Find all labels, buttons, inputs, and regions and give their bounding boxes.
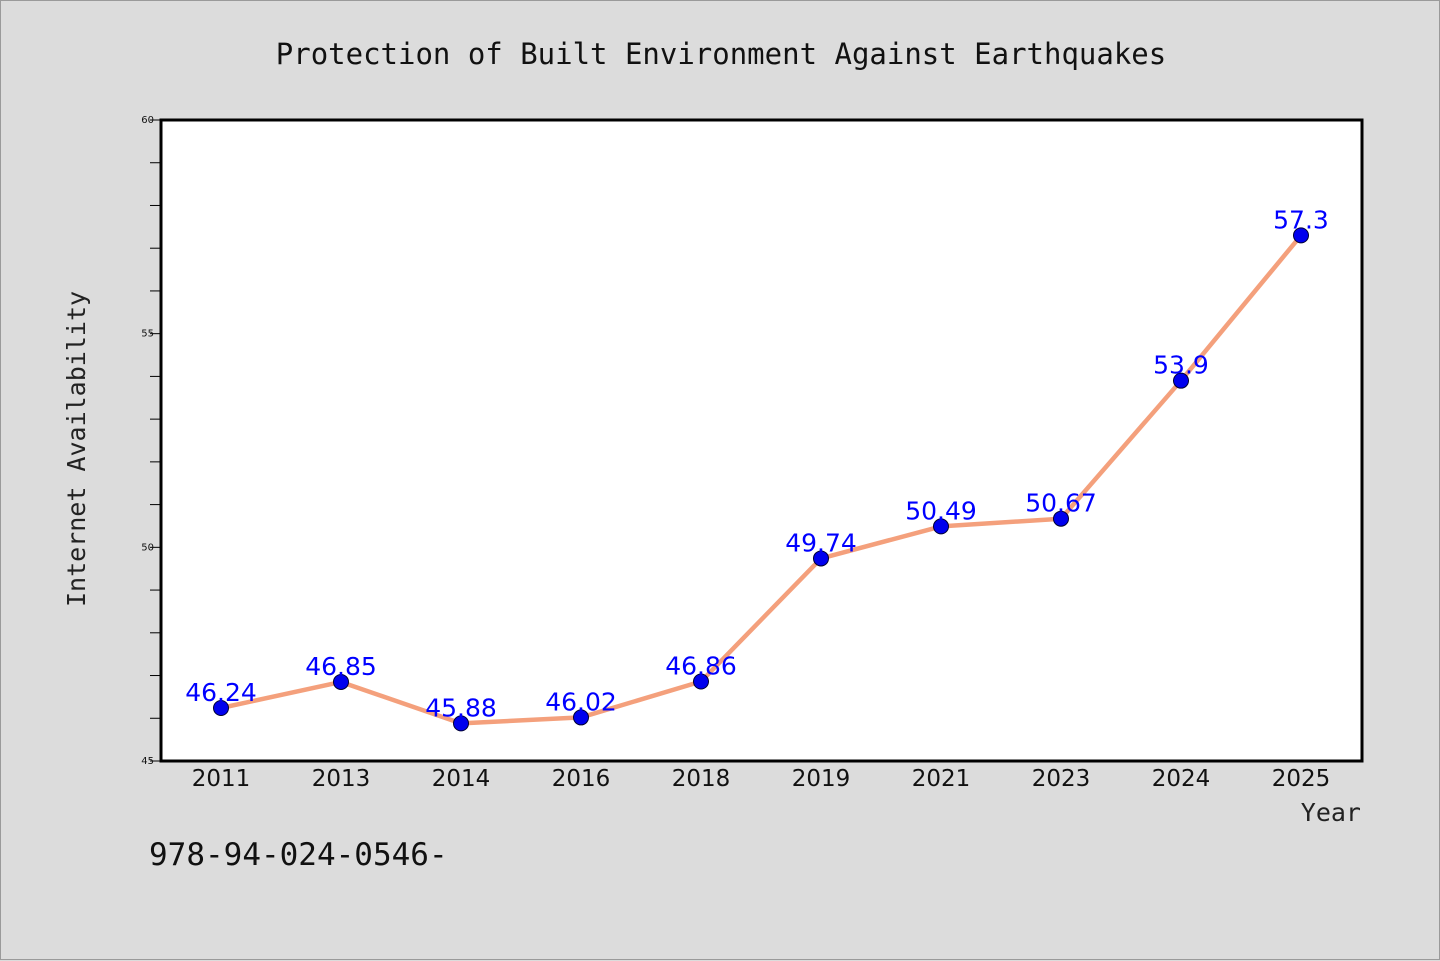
data-labels: 46.24 46.85 45.88 46.02 46.86 49.74 50.49 50.67… xyxy=(185,205,1329,722)
data-label: 45.88 xyxy=(425,693,497,722)
plot-area xyxy=(159,118,1364,763)
footer-code: 978-94-024-0546- xyxy=(149,837,448,873)
data-label: 46.24 xyxy=(185,678,257,707)
y-tick-label: 50 xyxy=(141,542,154,553)
data-point xyxy=(333,673,349,690)
x-tick-label: 2024 xyxy=(1152,766,1211,792)
data-point xyxy=(453,715,469,732)
data-point xyxy=(1293,227,1309,244)
y-axis-label: Internet Availability xyxy=(62,291,91,607)
y-tick-label: 60 xyxy=(141,115,154,126)
x-tick-label: 2013 xyxy=(312,766,371,792)
data-label: 53.9 xyxy=(1153,351,1209,380)
y-tick-labels: 45 50 55 60 xyxy=(141,115,154,767)
x-tick-label: 2011 xyxy=(192,766,251,792)
y-tick-label: 55 xyxy=(141,329,154,340)
data-point xyxy=(813,550,829,567)
data-point xyxy=(1053,510,1069,527)
x-tick-label: 2023 xyxy=(1032,766,1091,792)
data-label: 50.49 xyxy=(905,496,977,525)
data-point xyxy=(213,700,229,717)
chart-title: Protection of Built Environment Against … xyxy=(276,37,1166,71)
data-label: 50.67 xyxy=(1025,489,1097,518)
x-tick-labels: 2011 2013 2014 2016 2018 2019 2021 2023 2024 2025 xyxy=(192,766,1331,792)
data-point xyxy=(693,673,709,690)
series-line xyxy=(218,233,1304,726)
x-tick-label: 2016 xyxy=(552,766,611,792)
data-point xyxy=(573,709,589,726)
x-axis-label: Year xyxy=(1301,798,1361,827)
y-minor-ticks xyxy=(150,119,160,762)
x-tick-label: 2025 xyxy=(1272,766,1331,792)
data-label: 46.02 xyxy=(545,687,617,716)
data-point xyxy=(1173,372,1189,389)
y-tick-label: 45 xyxy=(141,756,154,767)
data-label: 49.74 xyxy=(785,528,857,557)
data-markers xyxy=(213,227,1309,732)
x-tick-label: 2018 xyxy=(672,766,731,792)
x-tick-label: 2019 xyxy=(792,766,851,792)
data-label: 46.85 xyxy=(305,652,377,681)
data-label: 46.86 xyxy=(665,652,737,681)
x-tick-label: 2014 xyxy=(432,766,491,792)
data-point xyxy=(933,518,949,535)
data-label: 57.3 xyxy=(1273,205,1329,234)
x-tick-label: 2021 xyxy=(912,766,971,792)
